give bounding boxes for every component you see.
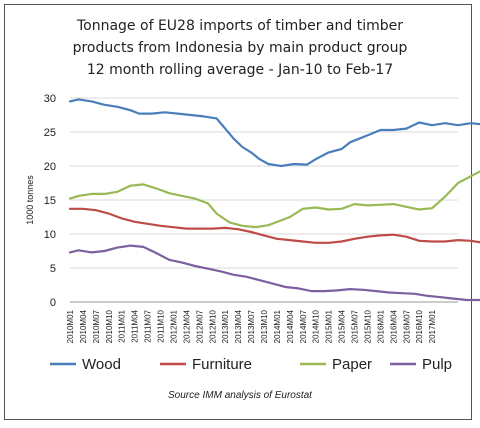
x-tick-label: 2013M07 <box>247 309 256 343</box>
y-tick-label: 5 <box>50 263 56 275</box>
y-tick-label: 25 <box>44 127 56 139</box>
y-tick-label: 10 <box>44 229 56 241</box>
series-line-pulp <box>68 244 480 302</box>
x-tick-label: 2011M10 <box>157 309 166 342</box>
x-tick-label: 2012M04 <box>182 309 191 343</box>
x-tick-label: 2014M07 <box>299 309 308 343</box>
x-tick-label: 2015M10 <box>363 309 372 343</box>
y-tick-label: 15 <box>44 195 56 207</box>
chart-frame <box>4 4 472 420</box>
x-tick-label: 2012M10 <box>208 309 217 343</box>
x-tick-label: 2010M07 <box>92 309 101 343</box>
x-tick-label: 2016M04 <box>389 309 398 343</box>
legend-label-paper: Paper <box>332 356 372 373</box>
x-tick-label: 2011M04 <box>131 309 140 342</box>
series-line-furniture <box>68 207 480 244</box>
x-tick-label: 2011M01 <box>118 309 127 342</box>
y-tick-label: 30 <box>44 93 56 105</box>
series-line-paper <box>68 170 480 229</box>
y-axis-label: 1000 tonnes <box>25 175 35 225</box>
x-tick-label: 2012M07 <box>195 309 204 343</box>
chart-title-line-3: 12 month rolling average - Jan-10 to Feb… <box>86 62 394 78</box>
source-note: Source IMM analysis of Eurostat <box>168 390 312 401</box>
x-tick-label: 2010M10 <box>105 309 114 343</box>
x-tick-label: 2015M07 <box>351 309 360 343</box>
x-tick-label: 2016M01 <box>376 309 385 343</box>
x-tick-label: 2015M04 <box>338 309 347 343</box>
x-tick-label: 2010M04 <box>79 309 88 343</box>
x-tick-label: 2013M04 <box>234 309 243 343</box>
x-tick-label: 2014M01 <box>273 309 282 343</box>
legend-label-furniture: Furniture <box>192 356 252 373</box>
x-tick-label: 2010M01 <box>66 309 75 343</box>
x-tick-label: 2013M01 <box>221 309 230 343</box>
chart-title-line-1: Tonnage of EU28 imports of timber and ti… <box>76 18 403 34</box>
x-tick-label: 2011M07 <box>144 309 153 342</box>
x-tick-label: 2015M01 <box>325 309 334 343</box>
x-tick-label: 2014M04 <box>286 309 295 343</box>
x-tick-label: 2016M07 <box>402 309 411 343</box>
y-tick-label: 20 <box>44 161 56 173</box>
x-tick-label: 2012M01 <box>169 309 178 343</box>
series-line-wood <box>68 98 480 168</box>
chart-title-line-2: products from Indonesia by main product … <box>72 40 408 56</box>
y-tick-label: 0 <box>50 297 56 309</box>
x-tick-label: 2017M01 <box>428 309 437 343</box>
legend-label-pulp: Pulp <box>422 356 452 373</box>
x-tick-label: 2016M10 <box>415 309 424 343</box>
legend-label-wood: Wood <box>82 356 121 373</box>
x-tick-label: 2014M10 <box>312 309 321 343</box>
x-tick-label: 2013M10 <box>260 309 269 343</box>
